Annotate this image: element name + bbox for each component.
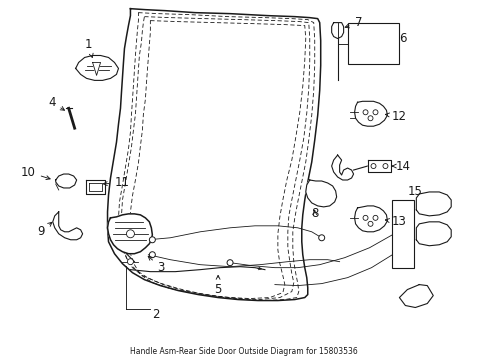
Circle shape bbox=[382, 163, 387, 168]
Text: 3: 3 bbox=[148, 256, 164, 274]
Circle shape bbox=[127, 259, 133, 265]
Circle shape bbox=[367, 221, 372, 226]
Circle shape bbox=[372, 215, 377, 220]
Circle shape bbox=[362, 215, 367, 220]
Text: 2: 2 bbox=[152, 308, 160, 321]
Text: 8: 8 bbox=[310, 207, 318, 220]
Polygon shape bbox=[354, 101, 386, 126]
Text: 7: 7 bbox=[345, 16, 361, 29]
Text: 5: 5 bbox=[214, 275, 222, 296]
Polygon shape bbox=[76, 55, 118, 80]
Circle shape bbox=[370, 163, 375, 168]
Circle shape bbox=[367, 116, 372, 121]
Text: 4: 4 bbox=[48, 96, 64, 110]
Circle shape bbox=[318, 235, 324, 241]
Bar bbox=[347, 23, 399, 64]
Circle shape bbox=[226, 260, 233, 266]
Text: 9: 9 bbox=[37, 222, 52, 238]
Text: 11: 11 bbox=[103, 176, 129, 189]
Text: 13: 13 bbox=[385, 215, 406, 228]
Circle shape bbox=[362, 110, 367, 115]
Polygon shape bbox=[415, 222, 450, 246]
Polygon shape bbox=[331, 23, 343, 39]
Polygon shape bbox=[53, 212, 82, 240]
Polygon shape bbox=[305, 180, 336, 207]
Text: 6: 6 bbox=[399, 32, 406, 45]
Bar bbox=[392, 200, 413, 268]
Text: 1: 1 bbox=[85, 38, 93, 58]
Text: 10: 10 bbox=[21, 166, 50, 180]
Polygon shape bbox=[399, 285, 432, 307]
Polygon shape bbox=[92, 62, 101, 75]
Circle shape bbox=[149, 237, 155, 243]
Polygon shape bbox=[415, 192, 450, 216]
Polygon shape bbox=[85, 180, 104, 194]
Polygon shape bbox=[367, 160, 390, 172]
Polygon shape bbox=[331, 155, 353, 180]
Polygon shape bbox=[107, 214, 152, 254]
Circle shape bbox=[149, 252, 155, 258]
Circle shape bbox=[126, 230, 134, 238]
Polygon shape bbox=[56, 174, 77, 188]
Circle shape bbox=[372, 110, 377, 115]
Text: Handle Asm-Rear Side Door Outside Diagram for 15803536: Handle Asm-Rear Side Door Outside Diagra… bbox=[130, 347, 357, 356]
Polygon shape bbox=[354, 206, 386, 232]
Text: 15: 15 bbox=[407, 185, 421, 198]
Text: 12: 12 bbox=[385, 110, 406, 123]
Text: 14: 14 bbox=[391, 159, 409, 172]
